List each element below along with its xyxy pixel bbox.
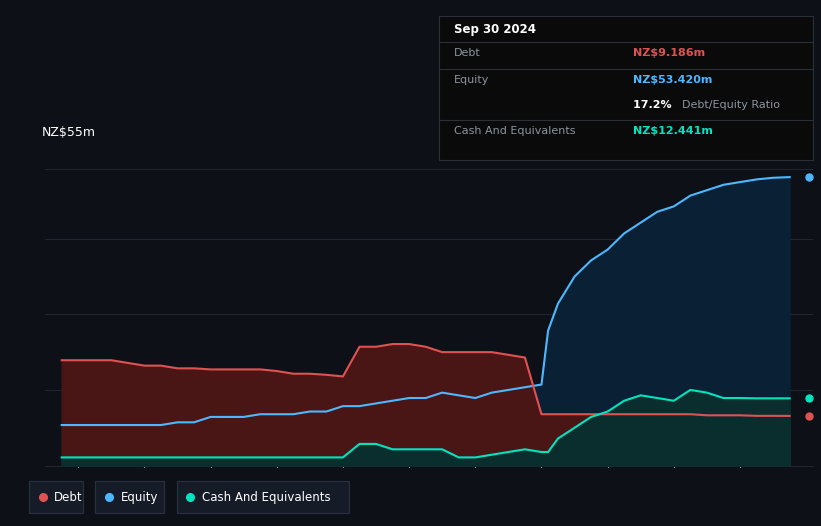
Text: NZ$53.420m: NZ$53.420m [634, 75, 713, 85]
Text: Debt/Equity Ratio: Debt/Equity Ratio [682, 100, 780, 110]
FancyBboxPatch shape [177, 481, 349, 513]
Text: NZ$55m: NZ$55m [41, 126, 95, 139]
FancyBboxPatch shape [29, 481, 83, 513]
FancyBboxPatch shape [95, 481, 164, 513]
Text: Equity: Equity [121, 491, 158, 503]
Text: Debt: Debt [54, 491, 83, 503]
Text: NZ$9.186m: NZ$9.186m [634, 48, 705, 58]
Text: Cash And Equivalents: Cash And Equivalents [454, 126, 576, 136]
Text: NZ$0: NZ$0 [41, 469, 76, 482]
Text: Equity: Equity [454, 75, 489, 85]
Text: NZ$12.441m: NZ$12.441m [634, 126, 713, 136]
Text: Sep 30 2024: Sep 30 2024 [454, 23, 536, 36]
Text: Debt: Debt [454, 48, 481, 58]
Text: 17.2%: 17.2% [634, 100, 676, 110]
Text: Cash And Equivalents: Cash And Equivalents [202, 491, 331, 503]
